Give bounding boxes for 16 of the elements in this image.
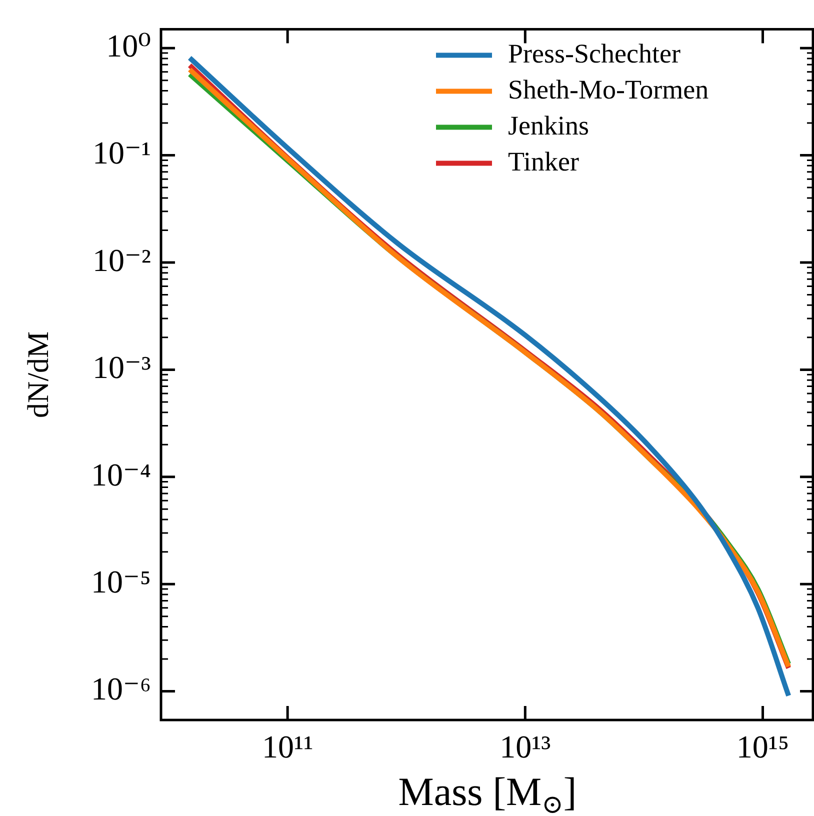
y-axis-title: dN/dM [22, 331, 55, 418]
y-tick-label: 10⁻⁴ [90, 456, 151, 492]
legend-label: Tinker [508, 146, 580, 176]
y-tick-label: 10⁻⁶ [90, 670, 151, 707]
y-tick-label: 10⁻¹ [92, 134, 151, 171]
y-tick-label: 10⁰ [106, 27, 151, 64]
x-tick-label: 10¹³ [500, 728, 551, 765]
y-tick-label: 10⁻⁵ [90, 564, 151, 600]
y-tick-label: 10⁻³ [92, 349, 151, 386]
x-axis-title: Mass [M⊙] [398, 769, 577, 816]
legend-label: Press-Schechter [508, 38, 680, 68]
legend-label: Sheth-Mo-Tormen [508, 74, 710, 104]
y-tick-label: 10⁻² [92, 242, 151, 278]
legend-label: Jenkins [508, 110, 589, 140]
x-tick-label: 10¹⁵ [736, 728, 790, 765]
x-tick-label: 10¹¹ [262, 728, 314, 765]
